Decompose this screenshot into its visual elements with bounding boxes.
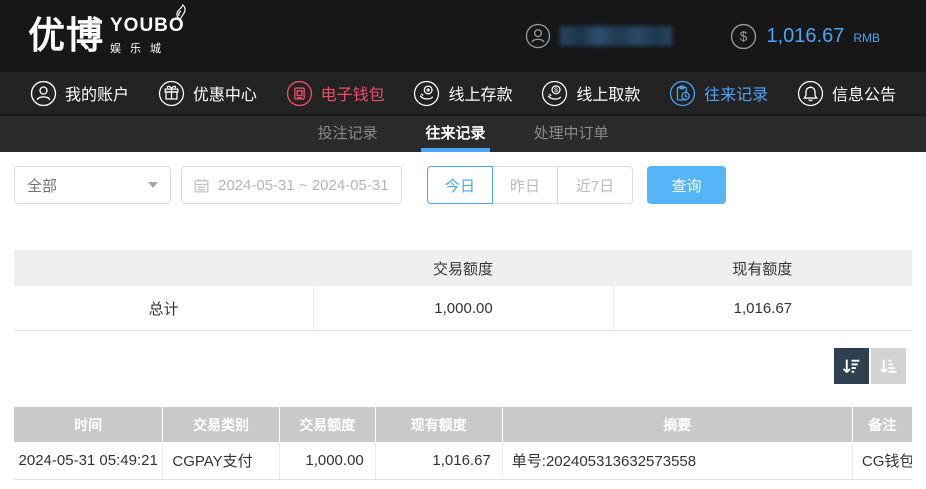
logo-en: YOUBO xyxy=(110,4,186,37)
main-nav: 我的账户 优惠中心 电子钱包 xyxy=(0,72,926,116)
last7days-button-label: 近7日 xyxy=(575,177,615,195)
logo-right: YOUBO 娱乐城 xyxy=(110,4,186,56)
balance-currency: RMB xyxy=(853,31,880,45)
record-summary: 单号:202405313632573558 xyxy=(501,442,852,479)
nav-item-ewallet[interactable]: 电子钱包 xyxy=(286,80,385,107)
sort-desc-icon xyxy=(842,359,860,373)
gift-icon xyxy=(158,80,184,106)
nav-item-label: 优惠中心 xyxy=(192,87,257,104)
nav-item-transactions[interactable]: 往来记录 xyxy=(669,80,768,107)
type-select[interactable]: 全部 xyxy=(14,166,171,204)
yesterday-button[interactable]: 昨日 xyxy=(492,166,558,204)
username-blurred xyxy=(560,26,673,46)
sort-asc-button[interactable] xyxy=(871,348,906,384)
nav-item-promotions[interactable]: 优惠中心 xyxy=(158,80,257,107)
tab-label: 处理中订单 xyxy=(533,125,609,142)
summary-current-amount: 1,016.67 xyxy=(612,286,912,330)
records-table: 时间 交易类别 交易额度 现有额度 摘要 备注 2024-05-31 05:49… xyxy=(14,407,912,480)
logo-sub: 娱乐城 xyxy=(110,42,170,55)
tab-label: 投注记录 xyxy=(317,125,378,142)
svg-text:$: $ xyxy=(554,87,558,94)
record-remark: CG钱包 xyxy=(851,442,912,479)
table-row: 2024-05-31 05:49:21 CGPAY支付 1,000.00 1,0… xyxy=(14,442,912,480)
nav-item-deposit[interactable]: 线上存款 xyxy=(413,80,513,107)
sub-tab-bar: 投注记录 往来记录 处理中订单 xyxy=(0,116,926,152)
record-type: CGPAY支付 xyxy=(162,442,278,479)
tab-label: 往来记录 xyxy=(425,125,486,142)
date-range-input[interactable]: 2024-05-31 ~ 2024-05-31 xyxy=(181,166,402,204)
summary-data-row: 总计 1,000.00 1,016.67 xyxy=(14,286,912,331)
summary-total-label: 总计 xyxy=(148,300,179,318)
withdraw-icon: $ xyxy=(542,80,568,106)
records-header-cell-amount: 交易额度 xyxy=(278,407,375,442)
user-area[interactable] xyxy=(525,23,673,49)
balance-amount: 1,016.67 xyxy=(766,24,845,47)
summary-header-row: 交易额度 现有额度 xyxy=(14,250,912,286)
records-header-cell-remark: 备注 xyxy=(851,407,912,442)
records-header-cell-summary: 摘要 xyxy=(501,407,852,442)
nav-item-label: 电子钱包 xyxy=(320,87,385,104)
summary-table: 交易额度 现有额度 总计 1,000.00 1,016.67 xyxy=(14,250,912,331)
yesterday-button-label: 昨日 xyxy=(509,177,540,195)
calendar-icon xyxy=(194,178,209,193)
quick-filter-group: 今日 昨日 近7日 xyxy=(427,166,633,204)
tab-transaction-records[interactable]: 往来记录 xyxy=(421,116,490,152)
date-range-value: 2024-05-31 ~ 2024-05-31 xyxy=(218,176,389,194)
account-icon xyxy=(30,80,57,106)
summary-header-cell-current: 现有额度 xyxy=(732,260,793,278)
nav-item-withdraw[interactable]: $ 线上取款 xyxy=(541,80,640,107)
nav-item-label: 我的账户 xyxy=(65,87,130,104)
bell-icon xyxy=(797,80,824,106)
flame-icon xyxy=(175,4,186,20)
coin-icon: $ xyxy=(731,23,757,49)
sort-desc-button[interactable] xyxy=(834,348,869,384)
record-balance: 1,016.67 xyxy=(374,442,502,479)
deposit-icon xyxy=(414,80,440,106)
nav-item-label: 线上存款 xyxy=(448,87,513,104)
search-button[interactable]: 查询 xyxy=(647,166,726,204)
today-button[interactable]: 今日 xyxy=(427,166,493,204)
record-amount: 1,000.00 xyxy=(278,442,375,479)
top-header: 优博 YOUBO 娱乐城 xyxy=(0,0,926,72)
svg-text:$: $ xyxy=(740,29,748,44)
summary-header-cell-transaction: 交易额度 xyxy=(432,260,493,278)
logo-cn: 优博 xyxy=(28,15,104,57)
records-header-cell-type: 交易类别 xyxy=(162,407,278,442)
nav-item-announcements[interactable]: 信息公告 xyxy=(797,80,896,107)
records-icon xyxy=(670,80,696,106)
sort-toolbar xyxy=(14,348,912,384)
balance-area[interactable]: $ 1,016.67 RMB xyxy=(730,23,880,50)
sort-asc-icon xyxy=(879,359,897,373)
records-header-row: 时间 交易类别 交易额度 现有额度 摘要 备注 xyxy=(14,407,912,442)
nav-item-label: 信息公告 xyxy=(831,87,896,104)
records-header-cell-time: 时间 xyxy=(74,416,103,433)
brand-logo[interactable]: 优博 YOUBO 娱乐城 xyxy=(28,4,186,57)
today-button-label: 今日 xyxy=(444,177,475,195)
summary-transaction-amount: 1,000.00 xyxy=(313,286,612,330)
record-time: 2024-05-31 05:49:21 xyxy=(18,452,158,469)
type-select-value: 全部 xyxy=(27,177,58,195)
content: 全部 2024-05-31 ~ 2024-05-31 今日 xyxy=(0,166,926,480)
nav-item-account[interactable]: 我的账户 xyxy=(30,80,129,107)
records-header-cell-balance: 现有额度 xyxy=(374,407,502,442)
wallet-icon xyxy=(286,80,312,106)
nav-item-label: 线上取款 xyxy=(576,87,641,104)
summary-header-cell-empty xyxy=(14,250,313,286)
user-avatar-icon xyxy=(526,23,551,49)
tab-bet-records[interactable]: 投注记录 xyxy=(317,116,377,152)
active-tab-underline xyxy=(421,148,490,152)
filter-bar: 全部 2024-05-31 ~ 2024-05-31 今日 xyxy=(14,166,912,204)
tab-pending-orders[interactable]: 处理中订单 xyxy=(534,116,609,152)
chevron-down-icon xyxy=(148,182,158,188)
nav-item-label: 往来记录 xyxy=(704,87,769,104)
last7days-button[interactable]: 近7日 xyxy=(557,166,633,204)
header-right: $ 1,016.67 RMB xyxy=(525,23,880,50)
